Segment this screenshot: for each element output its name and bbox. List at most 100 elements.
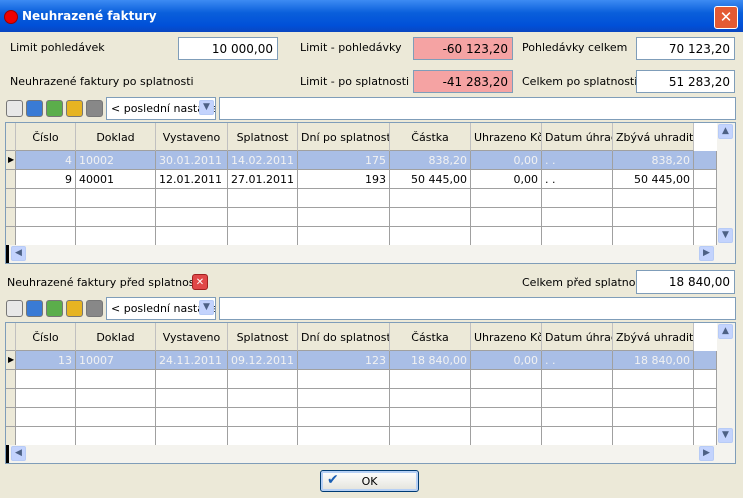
filler-cell [694,227,717,246]
grid-cell: 27.01.2011 [228,170,298,189]
column-header: Doklad [76,123,156,151]
filler-cell [694,427,717,446]
empty-cell [156,189,228,208]
toolbar-icon[interactable] [46,100,63,117]
empty-cell [390,408,471,427]
row-indicator: ▶ [6,151,16,170]
empty-cell [76,370,156,389]
empty-cell [76,208,156,227]
dropdown-button[interactable]: ▼ [199,100,214,115]
filter-dropdown[interactable]: < poslední nastave [106,97,216,120]
row-indicator [6,389,16,408]
grid-cell: 123 [298,351,390,370]
toolbar-icon[interactable] [26,100,43,117]
toolbar-icon[interactable] [26,300,43,317]
grid-cell: 18 840,00 [390,351,471,370]
grid-cell: 50 445,00 [613,170,694,189]
toolbar-icon[interactable] [86,100,103,117]
scroll-right[interactable]: ▶ [699,246,714,261]
grid-cell: 838,20 [613,151,694,170]
search-field[interactable] [219,297,736,320]
grid-cell: 12.01.2011 [156,170,228,189]
empty-cell [16,227,76,246]
grid-cell: 13 [16,351,76,370]
grid-cell: 10002 [76,151,156,170]
row-indicator [6,208,16,227]
empty-cell [471,370,542,389]
close-button[interactable]: ✕ [714,6,738,29]
scroll-left[interactable]: ◀ [11,246,26,261]
v-scrollbar [717,123,735,245]
label: Celkem po splatnosti [522,75,638,88]
toolbar-icon[interactable] [6,300,23,317]
empty-cell [298,370,390,389]
scroll-left[interactable]: ◀ [11,446,26,461]
empty-cell [228,427,298,446]
label: Limit - pohledávky [300,41,402,54]
empty-cell [542,408,613,427]
field[interactable]: 10 000,00 [178,37,278,60]
window-title: Neuhrazené faktury [22,9,157,23]
empty-cell [298,189,390,208]
h-scrollbar [6,245,735,263]
toolbar-icon[interactable] [66,300,83,317]
row-indicator [6,170,16,189]
empty-cell [390,208,471,227]
scroll-up[interactable]: ▲ [718,324,733,339]
toolbar-icon[interactable] [86,300,103,317]
toolbar-icon[interactable] [6,100,23,117]
scroll-down[interactable]: ▼ [718,428,733,443]
clear-button[interactable]: ✕ [192,274,208,290]
dropdown-button[interactable]: ▼ [199,300,214,315]
empty-cell [156,408,228,427]
empty-cell [16,189,76,208]
row-indicator [6,408,16,427]
filter-dropdown[interactable]: < poslední nastave [106,297,216,320]
filler-cell [694,151,717,170]
empty-cell [76,189,156,208]
scroll-down[interactable]: ▼ [718,228,733,243]
toolbar-icon[interactable] [46,300,63,317]
empty-cell [156,427,228,446]
empty-cell [390,370,471,389]
filter-text: < poslední nastave [111,102,216,115]
empty-cell [613,227,694,246]
column-header: Datum úhrady [542,123,613,151]
filler-cell [694,389,717,408]
empty-cell [471,227,542,246]
empty-cell [228,408,298,427]
grid-cell: 0,00 [471,170,542,189]
column-header: Částka [390,323,471,351]
empty-cell [156,208,228,227]
search-field[interactable] [219,97,736,120]
empty-cell [298,389,390,408]
grid-cell: 193 [298,170,390,189]
column-header: Zbývá uhradit [613,323,694,351]
empty-cell [228,227,298,246]
label: Limit pohledávek [10,41,105,54]
empty-cell [76,227,156,246]
scroll-right[interactable]: ▶ [699,446,714,461]
grid-cell: 40001 [76,170,156,189]
empty-cell [76,427,156,446]
scroll-up[interactable]: ▲ [718,124,733,139]
row-indicator: ▶ [6,351,16,370]
empty-cell [613,370,694,389]
empty-cell [228,389,298,408]
column-header: Zbývá uhradit [613,123,694,151]
empty-cell [228,208,298,227]
empty-cell [542,427,613,446]
filler-cell [694,351,717,370]
v-scrollbar [717,323,735,445]
column-header: Vystaveno [156,123,228,151]
h-scroll-thumb [6,445,9,463]
label: Limit - po splatnosti [300,75,410,88]
filler-cell [694,208,717,227]
empty-cell [471,189,542,208]
empty-cell [16,389,76,408]
toolbar-icon[interactable] [66,100,83,117]
empty-cell [613,208,694,227]
ok-button[interactable]: ✔ OK [320,470,419,492]
empty-cell [298,427,390,446]
